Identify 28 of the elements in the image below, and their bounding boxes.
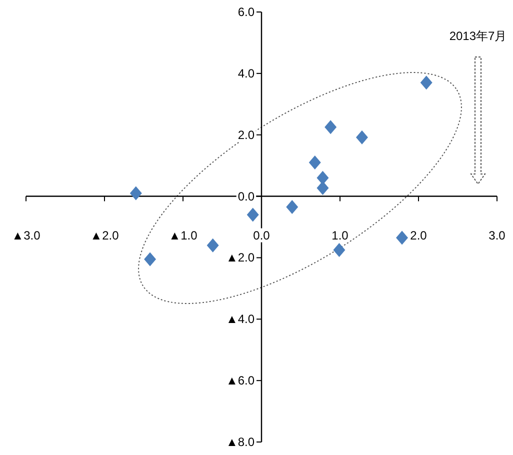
point <box>324 120 337 134</box>
point <box>144 252 156 266</box>
point <box>316 170 329 185</box>
x-tick-label: ▲1.0 <box>168 228 198 242</box>
y-tick-label: ▲8.0 <box>226 435 255 449</box>
x-tick-label: ▲3.0 <box>12 228 41 242</box>
point <box>308 156 321 170</box>
y-tick-label: 2.0 <box>238 128 255 142</box>
point <box>246 208 259 222</box>
point <box>396 230 408 245</box>
y-tick-label: 4.0 <box>238 66 255 80</box>
x-tick-label: ▲2.0 <box>90 228 120 242</box>
point <box>420 76 432 90</box>
annotation: 2013年7月 <box>449 29 507 43</box>
point <box>356 130 368 144</box>
x-tick-label: 0.0 <box>253 228 270 242</box>
y-tick-label: ▲2.0 <box>226 250 255 265</box>
y-tick-label: 0.0 <box>238 189 255 204</box>
x-tick-label: 1.0 <box>332 228 349 242</box>
x-tick-label: 2.0 <box>410 228 428 242</box>
point <box>333 243 346 258</box>
point <box>130 186 142 200</box>
y-tick-label: ▲4.0 <box>226 312 255 326</box>
y-tick-label: ▲6.0 <box>226 374 255 388</box>
point <box>206 238 219 252</box>
point <box>286 200 298 214</box>
y-tick-label: 6.0 <box>238 5 255 19</box>
x-tick-label: 3.0 <box>488 228 506 242</box>
